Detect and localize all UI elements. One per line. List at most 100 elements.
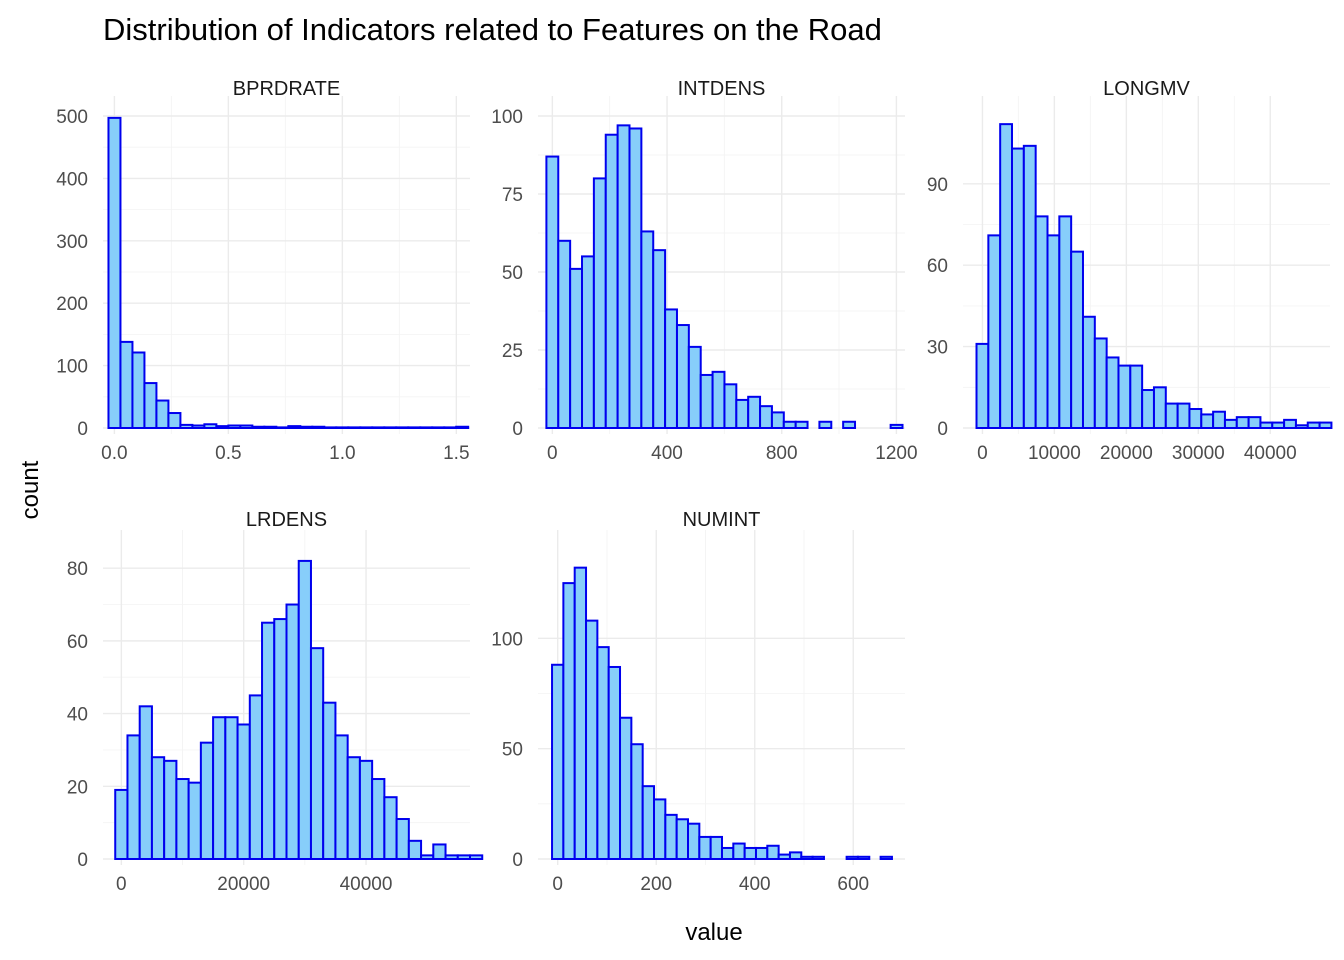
histogram-bar: [359, 426, 374, 430]
histogram-bar: [443, 426, 458, 430]
histogram-bar: [131, 351, 146, 429]
histogram-bar: [248, 694, 264, 860]
histogram-bar: [687, 822, 701, 861]
histogram-bar: [1129, 364, 1144, 430]
histogram-bar: [469, 854, 484, 860]
x-tick-label: 600: [837, 874, 869, 895]
y-axis-label: count: [17, 460, 44, 519]
histogram-bar: [604, 133, 619, 429]
histogram-bar: [215, 425, 230, 429]
histogram-bar: [652, 249, 667, 429]
histogram-bar: [383, 796, 398, 861]
histogram-bar: [1271, 421, 1286, 430]
histogram-bar: [126, 734, 141, 861]
histogram-bar: [212, 716, 227, 860]
histogram-bar: [842, 420, 857, 430]
histogram-bar: [596, 646, 610, 860]
histogram-bar: [581, 255, 595, 429]
histogram-bar: [1306, 421, 1321, 430]
x-tick-label: 400: [651, 443, 683, 464]
histogram-bar: [275, 426, 290, 430]
histogram-bar: [285, 603, 300, 860]
histogram-bar: [1152, 386, 1167, 430]
histogram-bar: [607, 665, 622, 860]
histogram-bar: [754, 846, 769, 861]
facet-bprdrate: 0.0 0.5 1.0 1.5 0 100 200 300 400 500 BPRDRATE: [56, 78, 470, 464]
facet-strip-label: BPRDRATE: [233, 78, 340, 100]
histogram-bar: [759, 405, 773, 430]
histogram-bar: [1081, 315, 1096, 430]
histogram-bar: [698, 835, 712, 861]
histogram-bar: [432, 843, 447, 860]
histogram-bar: [1223, 418, 1238, 430]
histogram-bar: [263, 425, 278, 430]
histogram-bar: [335, 426, 350, 430]
histogram-bar: [456, 854, 471, 860]
histogram-bar: [628, 127, 643, 429]
x-tick-label: 40000: [1244, 443, 1297, 464]
y-tick-label: 50: [502, 740, 523, 761]
histogram-bar: [1105, 356, 1120, 430]
histogram-bar: [297, 559, 312, 860]
histogram-bar: [395, 818, 410, 861]
histogram-bar: [732, 842, 746, 860]
x-tick-label: 1.5: [443, 443, 469, 464]
histogram-bar: [856, 855, 871, 860]
histogram-bar: [187, 781, 202, 860]
histogram-bar: [251, 425, 266, 430]
histogram-bar: [150, 756, 166, 861]
histogram-bar: [431, 426, 446, 430]
histogram-bar: [1235, 416, 1250, 430]
histogram-bar: [788, 851, 803, 861]
histogram-bar: [545, 155, 560, 429]
histogram-bar: [334, 734, 349, 861]
histogram-bar: [358, 759, 374, 860]
histogram-bar: [191, 424, 206, 429]
histogram-bar: [573, 566, 588, 861]
histogram-bar: [371, 778, 386, 861]
histogram-bar: [699, 373, 714, 429]
histogram-bar: [562, 582, 576, 860]
histogram-bar: [175, 778, 190, 861]
histogram-bar: [811, 855, 825, 860]
y-tick-label: 20: [67, 777, 88, 798]
histogram-bar: [743, 846, 757, 861]
y-tick-label: 200: [56, 294, 88, 315]
x-tick-label: 20000: [217, 874, 270, 895]
histogram-bar: [782, 420, 797, 430]
y-tick-label: 25: [502, 341, 523, 362]
histogram-bar: [735, 398, 750, 430]
x-tick-label: 400: [739, 874, 771, 895]
histogram-bar: [641, 785, 656, 861]
histogram-bar: [551, 663, 565, 860]
histogram-bar: [311, 425, 326, 430]
facet-numint: 0 200 400 600 0 50 100 NUMINT: [491, 509, 905, 895]
y-tick-label: 0: [77, 850, 88, 871]
histogram-bar: [1011, 147, 1025, 429]
y-tick-label: 0: [512, 850, 523, 871]
histogram-bar: [143, 382, 158, 429]
histogram-bar: [1022, 144, 1037, 429]
histogram-bar: [987, 234, 1002, 429]
facet-strip-label: NUMINT: [683, 509, 761, 531]
histogram-bar: [138, 705, 153, 860]
x-axis-label: value: [685, 919, 742, 946]
histogram-bar: [585, 619, 599, 861]
histogram-bar: [664, 308, 678, 429]
x-tick-label: 0: [116, 874, 127, 895]
x-tick-label: 0.5: [215, 443, 241, 464]
histogram-bar: [407, 426, 422, 430]
histogram-bar: [800, 855, 814, 860]
x-tick-label: 20000: [1100, 443, 1153, 464]
x-tick-label: 0: [547, 443, 558, 464]
y-tick-label: 400: [56, 169, 88, 190]
histogram-bar: [1141, 389, 1155, 430]
y-tick-label: 50: [502, 263, 523, 284]
histogram-bar: [1117, 364, 1132, 430]
histogram-bar: [420, 854, 435, 860]
y-tick-label: 0: [512, 419, 523, 440]
histogram-bar: [709, 835, 723, 861]
histogram-bar: [323, 426, 338, 430]
histogram-bar: [687, 345, 702, 430]
histogram-bar: [163, 759, 178, 860]
